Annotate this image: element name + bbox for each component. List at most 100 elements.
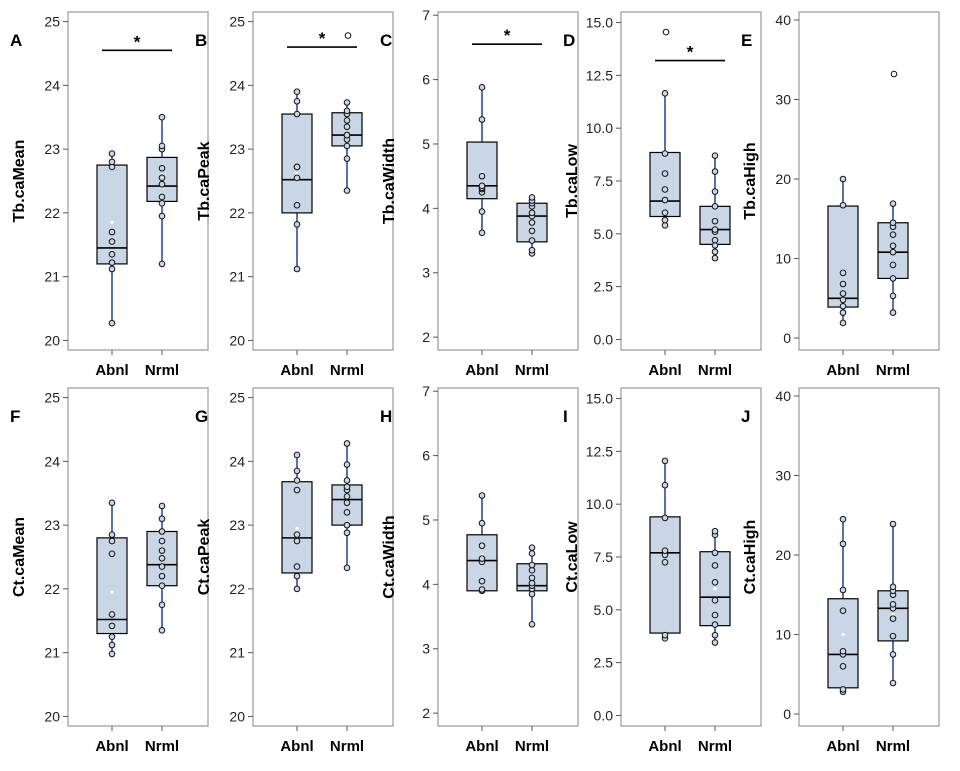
- data-point: [711, 152, 719, 159]
- box-abnl: [281, 88, 313, 273]
- panel-A: A Tb.caMean 20 21 22 23 24 25 Abnl Nrml *: [10, 11, 209, 379]
- box-nrml: [516, 544, 548, 628]
- data-point: [839, 647, 847, 655]
- significance-star: *: [504, 26, 511, 45]
- data-point: [293, 451, 301, 459]
- y-axis-title: Ct.caLow: [564, 521, 581, 593]
- y-tick-label: 24: [44, 77, 60, 93]
- data-point: [661, 170, 669, 177]
- box-abnl: [96, 499, 128, 658]
- x-tick-label-abnl: Abnl: [280, 738, 313, 755]
- data-point: [711, 639, 719, 646]
- data-point: [889, 200, 897, 207]
- y-tick-label: 4: [422, 576, 430, 592]
- x-tick-label-abnl: Abnl: [465, 362, 498, 379]
- data-point: [711, 226, 719, 233]
- box-nrml: [331, 32, 363, 194]
- data-point: [293, 467, 301, 475]
- plot-frame: [437, 387, 579, 727]
- x-tick-label-nrml: Nrml: [330, 362, 364, 379]
- data-point: [293, 88, 301, 96]
- y-tick-label: 21: [44, 645, 60, 661]
- data-point: [839, 515, 847, 523]
- data-point: [661, 631, 669, 639]
- data-point: [661, 481, 669, 489]
- data-point: [661, 186, 669, 193]
- data-point: [711, 562, 719, 569]
- data-point: [158, 502, 166, 510]
- data-point: [839, 280, 847, 288]
- data-point: [839, 586, 847, 594]
- data-point: [711, 579, 719, 586]
- y-tick-label: 2: [422, 705, 430, 721]
- plot-frame: [798, 387, 940, 727]
- data-point: [711, 549, 719, 557]
- panel-label: B: [195, 31, 207, 50]
- data-point: [889, 583, 897, 591]
- data-point: [839, 663, 847, 670]
- data-point: [661, 150, 669, 157]
- y-tick-label: 23: [229, 141, 245, 157]
- data-point: [108, 650, 116, 658]
- data-point: [839, 175, 847, 183]
- y-tick-label: 3: [422, 265, 430, 281]
- panel-label: G: [195, 407, 208, 426]
- y-axis-title: Ct.caMean: [11, 517, 28, 597]
- y-tick-label: 21: [229, 269, 245, 285]
- data-point: [661, 209, 669, 216]
- data-point: [158, 200, 166, 207]
- box-abnl: [281, 451, 313, 593]
- data-point: [293, 110, 301, 118]
- x-tick-label-abnl: Abnl: [280, 362, 313, 379]
- data-point: [528, 219, 536, 226]
- data-point: [889, 261, 897, 269]
- x-tick-label-abnl: Abnl: [826, 738, 859, 755]
- y-tick-label: 15.0: [586, 391, 613, 407]
- data-point: [528, 544, 536, 551]
- x-tick-label-nrml: Nrml: [698, 738, 732, 755]
- data-point: [158, 572, 166, 580]
- data-point: [343, 187, 351, 194]
- y-tick-label: 5: [422, 512, 430, 528]
- y-tick-label: 23: [44, 141, 60, 157]
- box-nrml: [699, 527, 731, 646]
- data-point: [108, 537, 116, 545]
- data-point: [108, 259, 116, 266]
- y-axis-title: Tb.caMean: [11, 140, 28, 223]
- y-tick-label: 7: [422, 7, 430, 23]
- data-point: [661, 90, 669, 97]
- panel-label: C: [380, 31, 392, 50]
- data-point: [293, 585, 301, 593]
- box-abnl: [827, 175, 859, 327]
- y-tick-label: 20: [229, 332, 245, 348]
- data-point: [478, 182, 486, 190]
- panel-label: I: [563, 407, 568, 426]
- y-tick-label: 5: [422, 136, 430, 152]
- data-point: [711, 611, 719, 619]
- x-tick-label-abnl: Abnl: [648, 362, 681, 379]
- data-point: [661, 222, 669, 229]
- data-point: [343, 499, 351, 507]
- x-tick-label-nrml: Nrml: [145, 738, 179, 755]
- data-point: [108, 228, 116, 236]
- data-point: [661, 196, 669, 204]
- data-point: [839, 319, 847, 327]
- plot-frame: [437, 11, 579, 351]
- data-point: [889, 651, 897, 658]
- data-point: [293, 486, 301, 494]
- y-axis-title: Tb.caPeak: [196, 141, 213, 220]
- data-point: [839, 302, 847, 310]
- data-point: [661, 547, 669, 554]
- data-point: [478, 519, 486, 527]
- data-point: [343, 107, 351, 115]
- panel-label: H: [380, 407, 392, 426]
- y-tick-label: 40: [775, 12, 791, 28]
- data-point: [661, 216, 669, 224]
- x-tick-label-abnl: Abnl: [826, 362, 859, 379]
- box-abnl: [649, 28, 681, 229]
- data-point: [889, 231, 897, 238]
- y-tick-label: 22: [44, 205, 60, 221]
- data-point: [478, 116, 486, 123]
- mean-marker: [110, 220, 114, 225]
- box-nrml: [516, 194, 548, 257]
